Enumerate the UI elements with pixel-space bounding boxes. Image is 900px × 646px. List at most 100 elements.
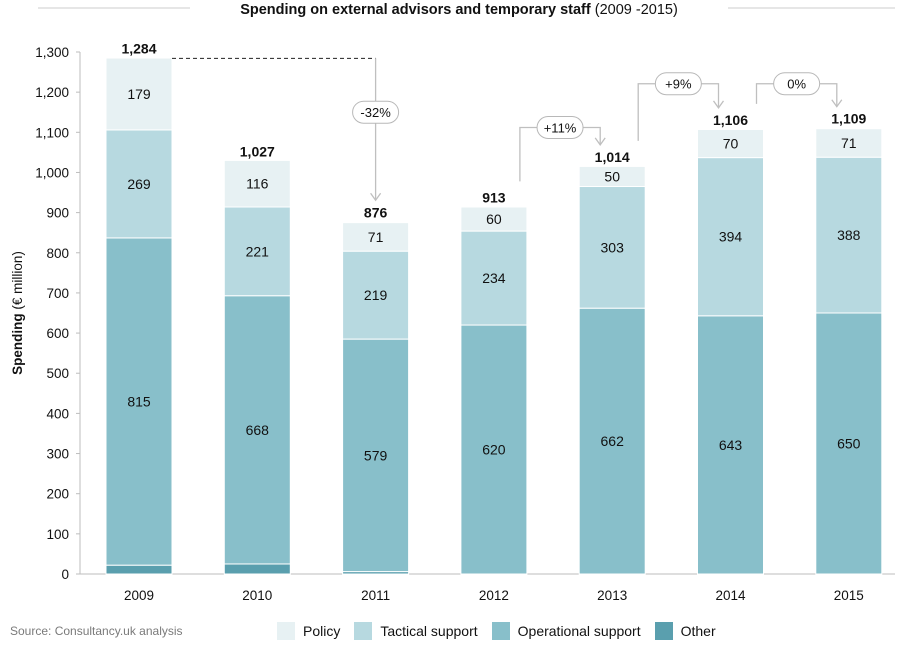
y-tick-label: 400 (46, 406, 69, 421)
bar-total-label: 1,109 (831, 111, 866, 127)
segment-value-label: 650 (837, 436, 861, 452)
legend-swatch-operational (491, 622, 510, 640)
bar-segment (697, 128, 764, 159)
bar-segment (697, 157, 764, 317)
annotation-minus32-label: -32% (360, 105, 391, 120)
segment-value-label: 71 (368, 229, 384, 245)
legend-item-operational: Operational support (491, 622, 641, 640)
segment-value-label: 662 (601, 433, 625, 449)
legend-item-policy: Policy (277, 622, 340, 640)
y-tick-label: 1,300 (35, 45, 69, 60)
y-axis-title-unit: (€ million) (10, 251, 25, 313)
segment-value-label: 221 (246, 243, 270, 259)
axes: 0 100 200 300 400 500 600 700 800 900 1,000 1,100 1,… (10, 45, 895, 603)
bar-segment (815, 312, 883, 575)
bar-segment (815, 156, 883, 314)
y-tick-label: 100 (46, 527, 69, 542)
segment-value-label: 179 (127, 86, 151, 102)
chart-title-text: Spending on external advisors and tempor… (240, 2, 678, 18)
bar-segment (578, 165, 646, 188)
legend-item-tactical: Tactical support (354, 622, 478, 640)
bar-segment (105, 564, 173, 575)
bars: 815 269 179 1,284 668 221 116 1,027 579 219 71 876 6… (105, 40, 883, 575)
y-tick-label: 700 (46, 286, 69, 301)
x-tick-label: 2012 (479, 588, 509, 603)
chart-title-years: (2009 -2015) (591, 2, 678, 18)
annotation-plus9-arrowhead (712, 100, 725, 110)
annotation-plus11-pill (536, 115, 584, 139)
segment-value-label: 620 (482, 442, 506, 458)
chart-title: Spending on external advisors and tempor… (38, 2, 895, 18)
bar-segment (223, 563, 291, 575)
bar-total-label: 1,014 (595, 149, 630, 165)
legend-label-other: Other (680, 623, 716, 639)
segment-value-label: 579 (364, 447, 388, 463)
source-note: Source: Consultancy.uk analysis (10, 624, 183, 638)
legend-item-other: Other (654, 622, 716, 640)
bar-segment (460, 230, 528, 326)
segment-value-label: 815 (127, 394, 151, 410)
annotation-zero-label: 0% (787, 77, 806, 92)
bar-total-label: 1,027 (240, 144, 275, 160)
bar-segment (105, 129, 173, 239)
bar-total-label: 1,284 (121, 40, 156, 56)
bar-segment (460, 324, 528, 575)
bar-segment (815, 128, 883, 158)
y-axis-title-bold: Spending (10, 313, 25, 375)
segment-value-label: 60 (486, 211, 502, 227)
y-tick-label: 500 (46, 366, 69, 381)
legend: Policy Tactical support Operational supp… (277, 622, 730, 640)
bar-segment (342, 338, 410, 573)
bar-segment (223, 295, 291, 565)
annotation-plus11-arrowhead (594, 137, 606, 146)
bar-segment (105, 237, 173, 566)
bar-segment (697, 315, 764, 575)
bar-total-label: 913 (482, 189, 506, 205)
y-tick-label: 1,200 (35, 85, 69, 100)
annotation-plus11-label: +11% (544, 120, 577, 135)
y-tick-label: 0 (61, 567, 69, 582)
segment-value-label: 71 (841, 135, 857, 151)
segment-value-label: 388 (837, 227, 861, 243)
annotation-zero-pill (773, 72, 821, 96)
bar-segment (105, 57, 173, 131)
annotation-minus32-pill (352, 100, 400, 124)
drop-arrowhead (370, 192, 382, 202)
segment-value-label: 643 (719, 437, 743, 453)
legend-swatch-policy (277, 622, 295, 640)
x-tick-label: 2009 (124, 588, 154, 603)
annotations: -32% +11% +9% 0% (172, 57, 843, 202)
annotation-plus9-pill (654, 72, 702, 96)
bar-segment (223, 159, 291, 208)
y-tick-label: 300 (46, 447, 69, 462)
x-tick-label: 2013 (597, 588, 627, 603)
segment-value-label: 70 (723, 136, 739, 152)
y-tick-label: 800 (46, 246, 69, 261)
legend-label-operational: Operational support (517, 623, 641, 639)
legend-swatch-other (654, 622, 673, 640)
annotation-zero-arrowhead (831, 99, 843, 108)
x-tick-label: 2011 (361, 588, 390, 603)
bar-segment (342, 250, 410, 340)
x-tick-label: 2014 (715, 588, 746, 603)
annotation-plus9-label: +9% (665, 77, 692, 92)
segment-value-label: 50 (604, 168, 620, 184)
x-tick-label: 2010 (242, 588, 272, 603)
bar-segment (342, 222, 410, 252)
segment-value-label: 234 (482, 270, 506, 286)
bar-segment (223, 206, 291, 297)
segment-value-label: 394 (719, 229, 743, 245)
bar-segment (578, 307, 646, 575)
legend-swatch-tactical (354, 622, 373, 640)
x-tick-label: 2015 (834, 588, 864, 603)
segment-value-label: 116 (246, 176, 269, 192)
segment-value-label: 303 (601, 239, 625, 255)
legend-label-policy: Policy (303, 623, 341, 639)
segment-value-label: 219 (364, 287, 388, 303)
segment-value-label: 269 (127, 176, 151, 192)
y-axis-title: Spending (€ million) (10, 251, 25, 375)
bar-segment (578, 186, 646, 309)
y-tick-label: 900 (46, 206, 69, 221)
chart-title-main: Spending on external advisors and tempor… (240, 2, 591, 18)
